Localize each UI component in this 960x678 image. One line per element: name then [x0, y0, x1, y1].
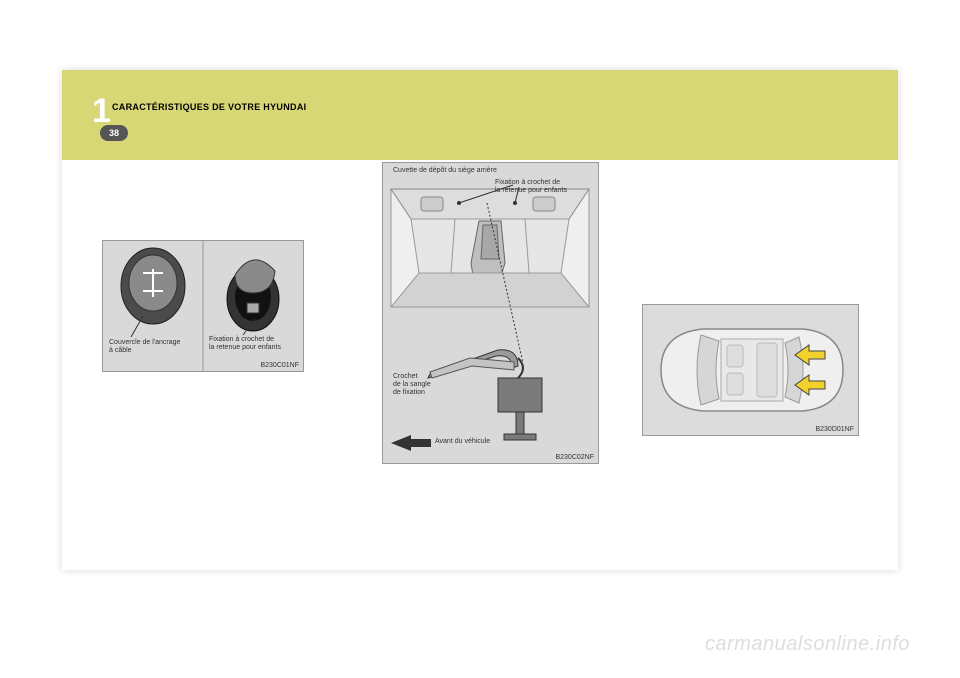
page-number: 38 — [100, 125, 128, 141]
figure2-title: Cuvette de dépôt du siège arrière — [393, 167, 497, 175]
header-band — [62, 70, 898, 160]
figure1-code: B230C01NF — [260, 362, 299, 369]
watermark: carmanualsonline.info — [705, 633, 910, 656]
figure1-left-label: Couvercle de l'ancrage à câble — [109, 339, 197, 355]
figure-rear-seat-svg — [383, 163, 598, 463]
figure2-arrow-label: Avant du véhicule — [435, 438, 490, 446]
figure-vehicle-top-view: B230D01NF — [642, 304, 859, 436]
figure-vehicle-svg — [643, 305, 858, 435]
figure-rear-seat-hooks: Cuvette de dépôt du siège arrière Fixati… — [382, 162, 599, 464]
figure2-hook-label: Crochet de la sangle de fixation — [393, 373, 463, 397]
manual-page: 1 CARACTÉRISTIQUES DE VOTRE HYUNDAI 38 C… — [62, 70, 898, 570]
figure3-code: B230D01NF — [815, 426, 854, 433]
chapter-title: CARACTÉRISTIQUES DE VOTRE HYUNDAI — [112, 102, 306, 112]
figure1-right-label: Fixation à crochet de la retenue pour en… — [209, 336, 299, 352]
figure-anchor-cover: Couvercle de l'ancrage à câble Fixation … — [102, 240, 304, 372]
figure2-sub-label: Fixation à crochet de la retenue pour en… — [495, 179, 593, 195]
figure2-code: B230C02NF — [555, 454, 594, 461]
